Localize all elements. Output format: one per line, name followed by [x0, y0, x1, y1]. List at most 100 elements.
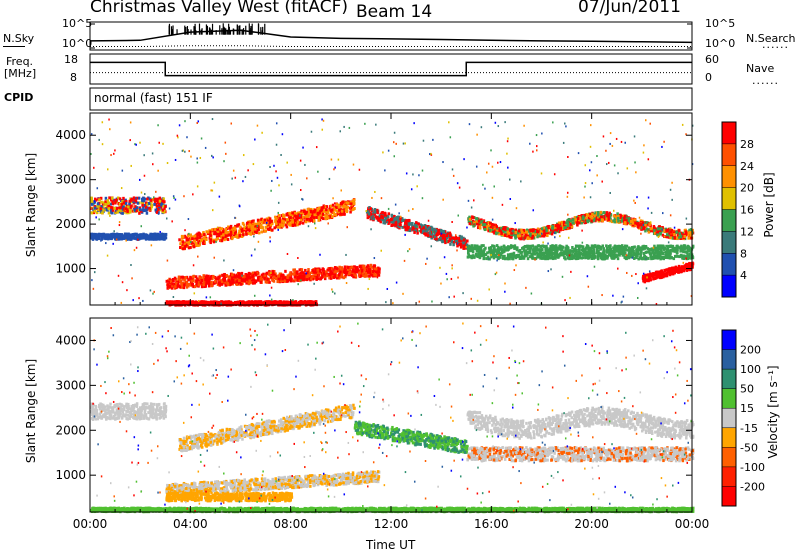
- range-cell: [207, 231, 210, 234]
- range-cell: [359, 271, 362, 274]
- range-cell: [284, 276, 287, 279]
- range-cell: [589, 215, 592, 218]
- range-cell: [133, 196, 136, 199]
- range-cell: [569, 219, 572, 222]
- range-cell: [551, 227, 554, 230]
- range-cell: [238, 272, 241, 275]
- range-cell: [523, 237, 526, 240]
- range-cell: [172, 279, 175, 282]
- range-cell: [239, 234, 242, 237]
- range-cell: [659, 227, 662, 230]
- range-cell: [171, 282, 174, 285]
- range-cell: [251, 300, 254, 303]
- range-cell: [479, 225, 482, 228]
- range-cell: [367, 216, 370, 219]
- range-cell: [273, 280, 276, 283]
- range-cell: [496, 225, 499, 228]
- range-cell: [298, 276, 301, 279]
- range-cell: [291, 221, 294, 224]
- range-cell: [302, 222, 305, 225]
- range-cell: [136, 206, 139, 209]
- range-cell: [186, 238, 189, 241]
- range-cell: [194, 234, 197, 237]
- range-cell: [236, 283, 239, 286]
- range-cell: [184, 245, 187, 248]
- range-cell: [259, 281, 262, 284]
- range-cell: [179, 246, 182, 249]
- range-cell: [108, 196, 111, 199]
- range-cell: [252, 274, 255, 277]
- range-cell: [229, 233, 232, 236]
- range-cell: [288, 222, 291, 225]
- range-cell: [213, 240, 216, 243]
- range-cell: [547, 226, 550, 229]
- range-cell: [195, 243, 198, 246]
- range-cell: [125, 207, 128, 210]
- range-cell: [679, 235, 682, 238]
- range-cell: [166, 280, 169, 283]
- range-cell: [311, 215, 314, 218]
- range-cell: [94, 198, 97, 201]
- range-cell: [254, 228, 257, 231]
- range-cell: [352, 199, 355, 202]
- range-cell: [281, 220, 284, 223]
- range-cell: [142, 209, 145, 212]
- range-cell: [603, 211, 606, 214]
- range-cell: [367, 264, 370, 267]
- range-cell: [286, 280, 289, 283]
- range-cell: [307, 274, 310, 277]
- range-cell: [163, 233, 166, 236]
- range-cell: [307, 268, 310, 271]
- range-cell: [385, 217, 388, 220]
- range-cell: [275, 222, 278, 225]
- range-cell: [364, 269, 367, 272]
- range-cell: [164, 236, 167, 239]
- range-cell: [346, 209, 349, 212]
- range-cell: [289, 216, 292, 219]
- range-cell: [133, 208, 136, 211]
- range-cell: [617, 217, 620, 220]
- range-cell: [460, 246, 463, 249]
- range-cell: [163, 200, 166, 203]
- range-cell: [336, 203, 339, 206]
- range-cell: [325, 208, 328, 211]
- range-cell: [350, 202, 353, 205]
- range-cell: [261, 230, 264, 233]
- range-cell: [189, 233, 192, 236]
- range-cell: [338, 274, 341, 277]
- range-cell: [248, 272, 251, 275]
- range-cell: [203, 237, 206, 240]
- range-cell: [104, 203, 107, 206]
- range-cell: [267, 228, 270, 231]
- range-cell: [125, 202, 128, 205]
- range-cell: [299, 272, 302, 275]
- range-cell: [228, 279, 231, 282]
- range-cell: [286, 218, 289, 221]
- range-cell: [495, 232, 498, 235]
- range-cell: [252, 278, 255, 281]
- range-cell: [333, 213, 336, 216]
- range-cell: [623, 216, 626, 219]
- range-cell: [138, 197, 141, 200]
- range-cell: [546, 234, 549, 237]
- range-cell: [292, 269, 295, 272]
- range-cell: [98, 198, 101, 201]
- range-cell: [299, 221, 302, 224]
- range-cell: [222, 278, 225, 281]
- range-cell: [178, 238, 181, 241]
- range-cell: [93, 237, 96, 240]
- range-cell: [344, 205, 347, 208]
- range-cell: [308, 272, 311, 275]
- range-cell: [597, 214, 600, 217]
- range-cell: [237, 275, 240, 278]
- range-cell: [551, 232, 554, 235]
- range-cell: [219, 227, 222, 230]
- range-cell: [372, 217, 375, 220]
- range-cell: [307, 208, 310, 211]
- range-cell: [506, 227, 509, 230]
- range-cell: [182, 235, 185, 238]
- range-cell: [284, 270, 287, 273]
- range-cell: [640, 223, 643, 226]
- range-cell: [375, 274, 378, 277]
- range-cell: [134, 199, 137, 202]
